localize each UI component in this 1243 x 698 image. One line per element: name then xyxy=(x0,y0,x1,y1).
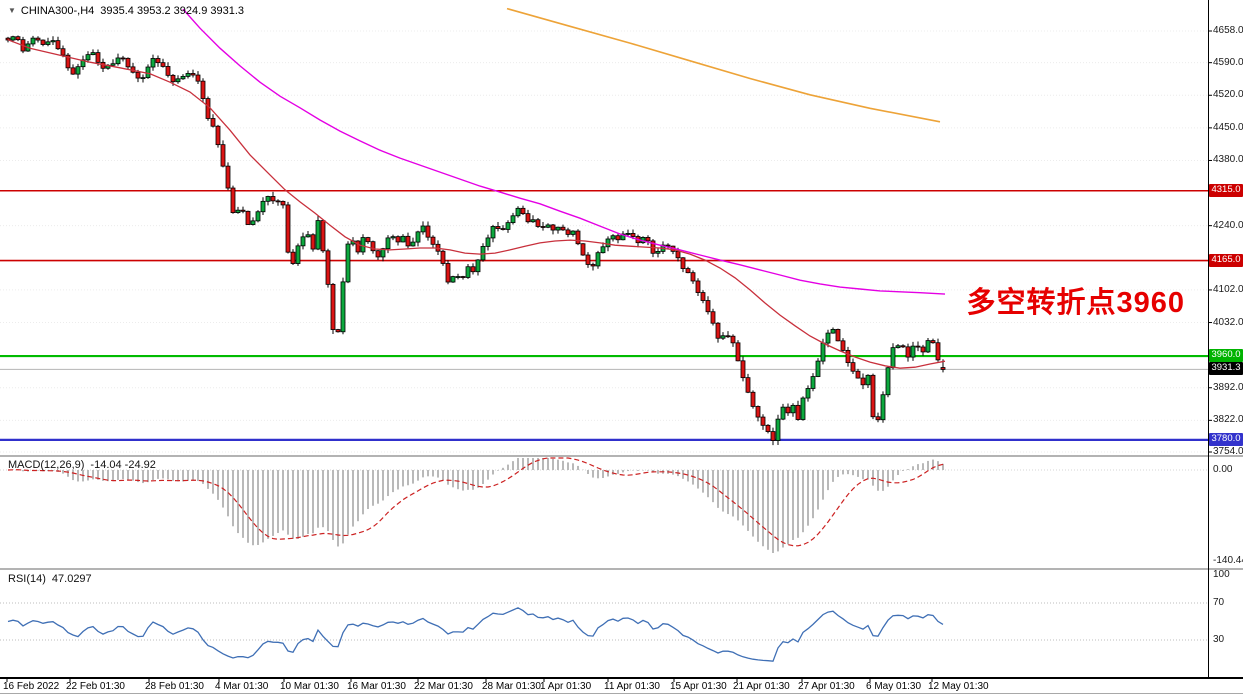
rsi-line xyxy=(7,607,944,662)
annotation-text: 多空转折点3960 xyxy=(966,287,1185,319)
price-axis-label: 4658.0 xyxy=(1213,25,1243,36)
ohlc-label: 3935.4 3953.2 3924.9 3931.3 xyxy=(100,5,245,17)
price-axis-label: 4380.0 xyxy=(1213,154,1243,166)
time-label: 22 Mar 01:30 xyxy=(414,681,473,692)
rsi-name: RSI(14) xyxy=(8,573,46,585)
panel-separator-rsi[interactable] xyxy=(0,568,1243,570)
macd-signal-line xyxy=(7,457,944,547)
grid-layer xyxy=(0,30,1208,453)
time-label: 27 Apr 01:30 xyxy=(798,681,855,692)
price-axis-label: 4240.0 xyxy=(1213,219,1243,231)
panel-separator-macd[interactable] xyxy=(0,455,1243,457)
price-axis-label: 3754.0 xyxy=(1213,446,1243,457)
price-badge: 3780.0 xyxy=(1209,432,1243,446)
price-axis-label: 4102.0 xyxy=(1213,283,1243,295)
rsi-scale-label: 70 xyxy=(1213,597,1225,608)
moving-averages-layer xyxy=(7,7,946,369)
candles-layer xyxy=(5,35,946,446)
rsi-layer xyxy=(0,602,1208,662)
price-badge: 4165.0 xyxy=(1209,253,1243,267)
bottom-edge-line xyxy=(0,693,1243,694)
price-badge: 3960.0 xyxy=(1209,349,1243,363)
chart-header: ▼ CHINA300-,H4 3935.4 3953.2 3924.9 3931.3 xyxy=(8,5,250,17)
rsi-scale-label: 30 xyxy=(1213,634,1225,645)
macd-name: MACD(12,26,9) xyxy=(8,459,85,471)
symbol-period-label: CHINA300-,H4 xyxy=(20,5,95,17)
time-label: 4 Mar 01:30 xyxy=(215,681,269,692)
price-badge: 4315.0 xyxy=(1209,183,1243,197)
time-label: 28 Mar 01:30 xyxy=(482,681,541,692)
time-axis[interactable]: 16 Feb 2022 22 Feb 01:30 28 Feb 01:30 4 Mar… xyxy=(0,681,1243,695)
price-axis-line xyxy=(1208,0,1209,678)
macd-label: MACD(12,26,9) -14.04 -24.92 xyxy=(8,459,162,471)
price-axis-label: 4450.0 xyxy=(1213,121,1243,133)
ma-red-fast xyxy=(7,39,946,369)
price-badge: 3931.3 xyxy=(1209,362,1243,376)
macd-layer xyxy=(0,457,1208,553)
time-label: 28 Feb 01:30 xyxy=(145,681,204,692)
macd-zero-label: 0.00 xyxy=(1213,464,1233,475)
macd-values: -14.04 -24.92 xyxy=(90,459,156,471)
ma-orange-long xyxy=(506,7,941,123)
time-label: 6 May 01:30 xyxy=(866,681,922,692)
time-label: 21 Apr 01:30 xyxy=(733,681,790,692)
time-label: 16 Feb 2022 xyxy=(3,681,60,692)
time-label: 10 Mar 01:30 xyxy=(280,681,339,692)
time-label: 15 Apr 01:30 xyxy=(670,681,727,692)
price-axis-label: 3822.0 xyxy=(1213,414,1243,426)
ma-magenta-slow xyxy=(182,8,946,295)
rsi-scale-label: 100 xyxy=(1213,569,1230,581)
time-label: 12 May 01:30 xyxy=(928,681,989,692)
hline-layer xyxy=(0,189,1208,441)
time-axis-line xyxy=(0,677,1243,679)
price-axis-label: 4520.0 xyxy=(1213,89,1243,101)
time-label: 11 Apr 01:30 xyxy=(604,681,660,692)
time-label: 22 Feb 01:30 xyxy=(66,681,125,692)
symbol-marker-icon: ▼ xyxy=(8,6,16,15)
time-label: 1 Apr 01:30 xyxy=(540,681,592,692)
rsi-value: 47.0297 xyxy=(51,573,92,585)
time-label: 16 Mar 01:30 xyxy=(347,681,406,692)
rsi-label: RSI(14) 47.0297 xyxy=(8,573,98,585)
price-axis-label: 4590.0 xyxy=(1213,56,1243,68)
price-axis-label: 4032.0 xyxy=(1213,316,1243,328)
macd-min-label: -140.44 xyxy=(1213,555,1243,566)
price-axis-label: 3892.0 xyxy=(1213,381,1243,393)
price-axis[interactable]: 4658.0 4590.0 4520.0 4450.0 4380.0 4240.0 4102… xyxy=(1208,0,1243,678)
